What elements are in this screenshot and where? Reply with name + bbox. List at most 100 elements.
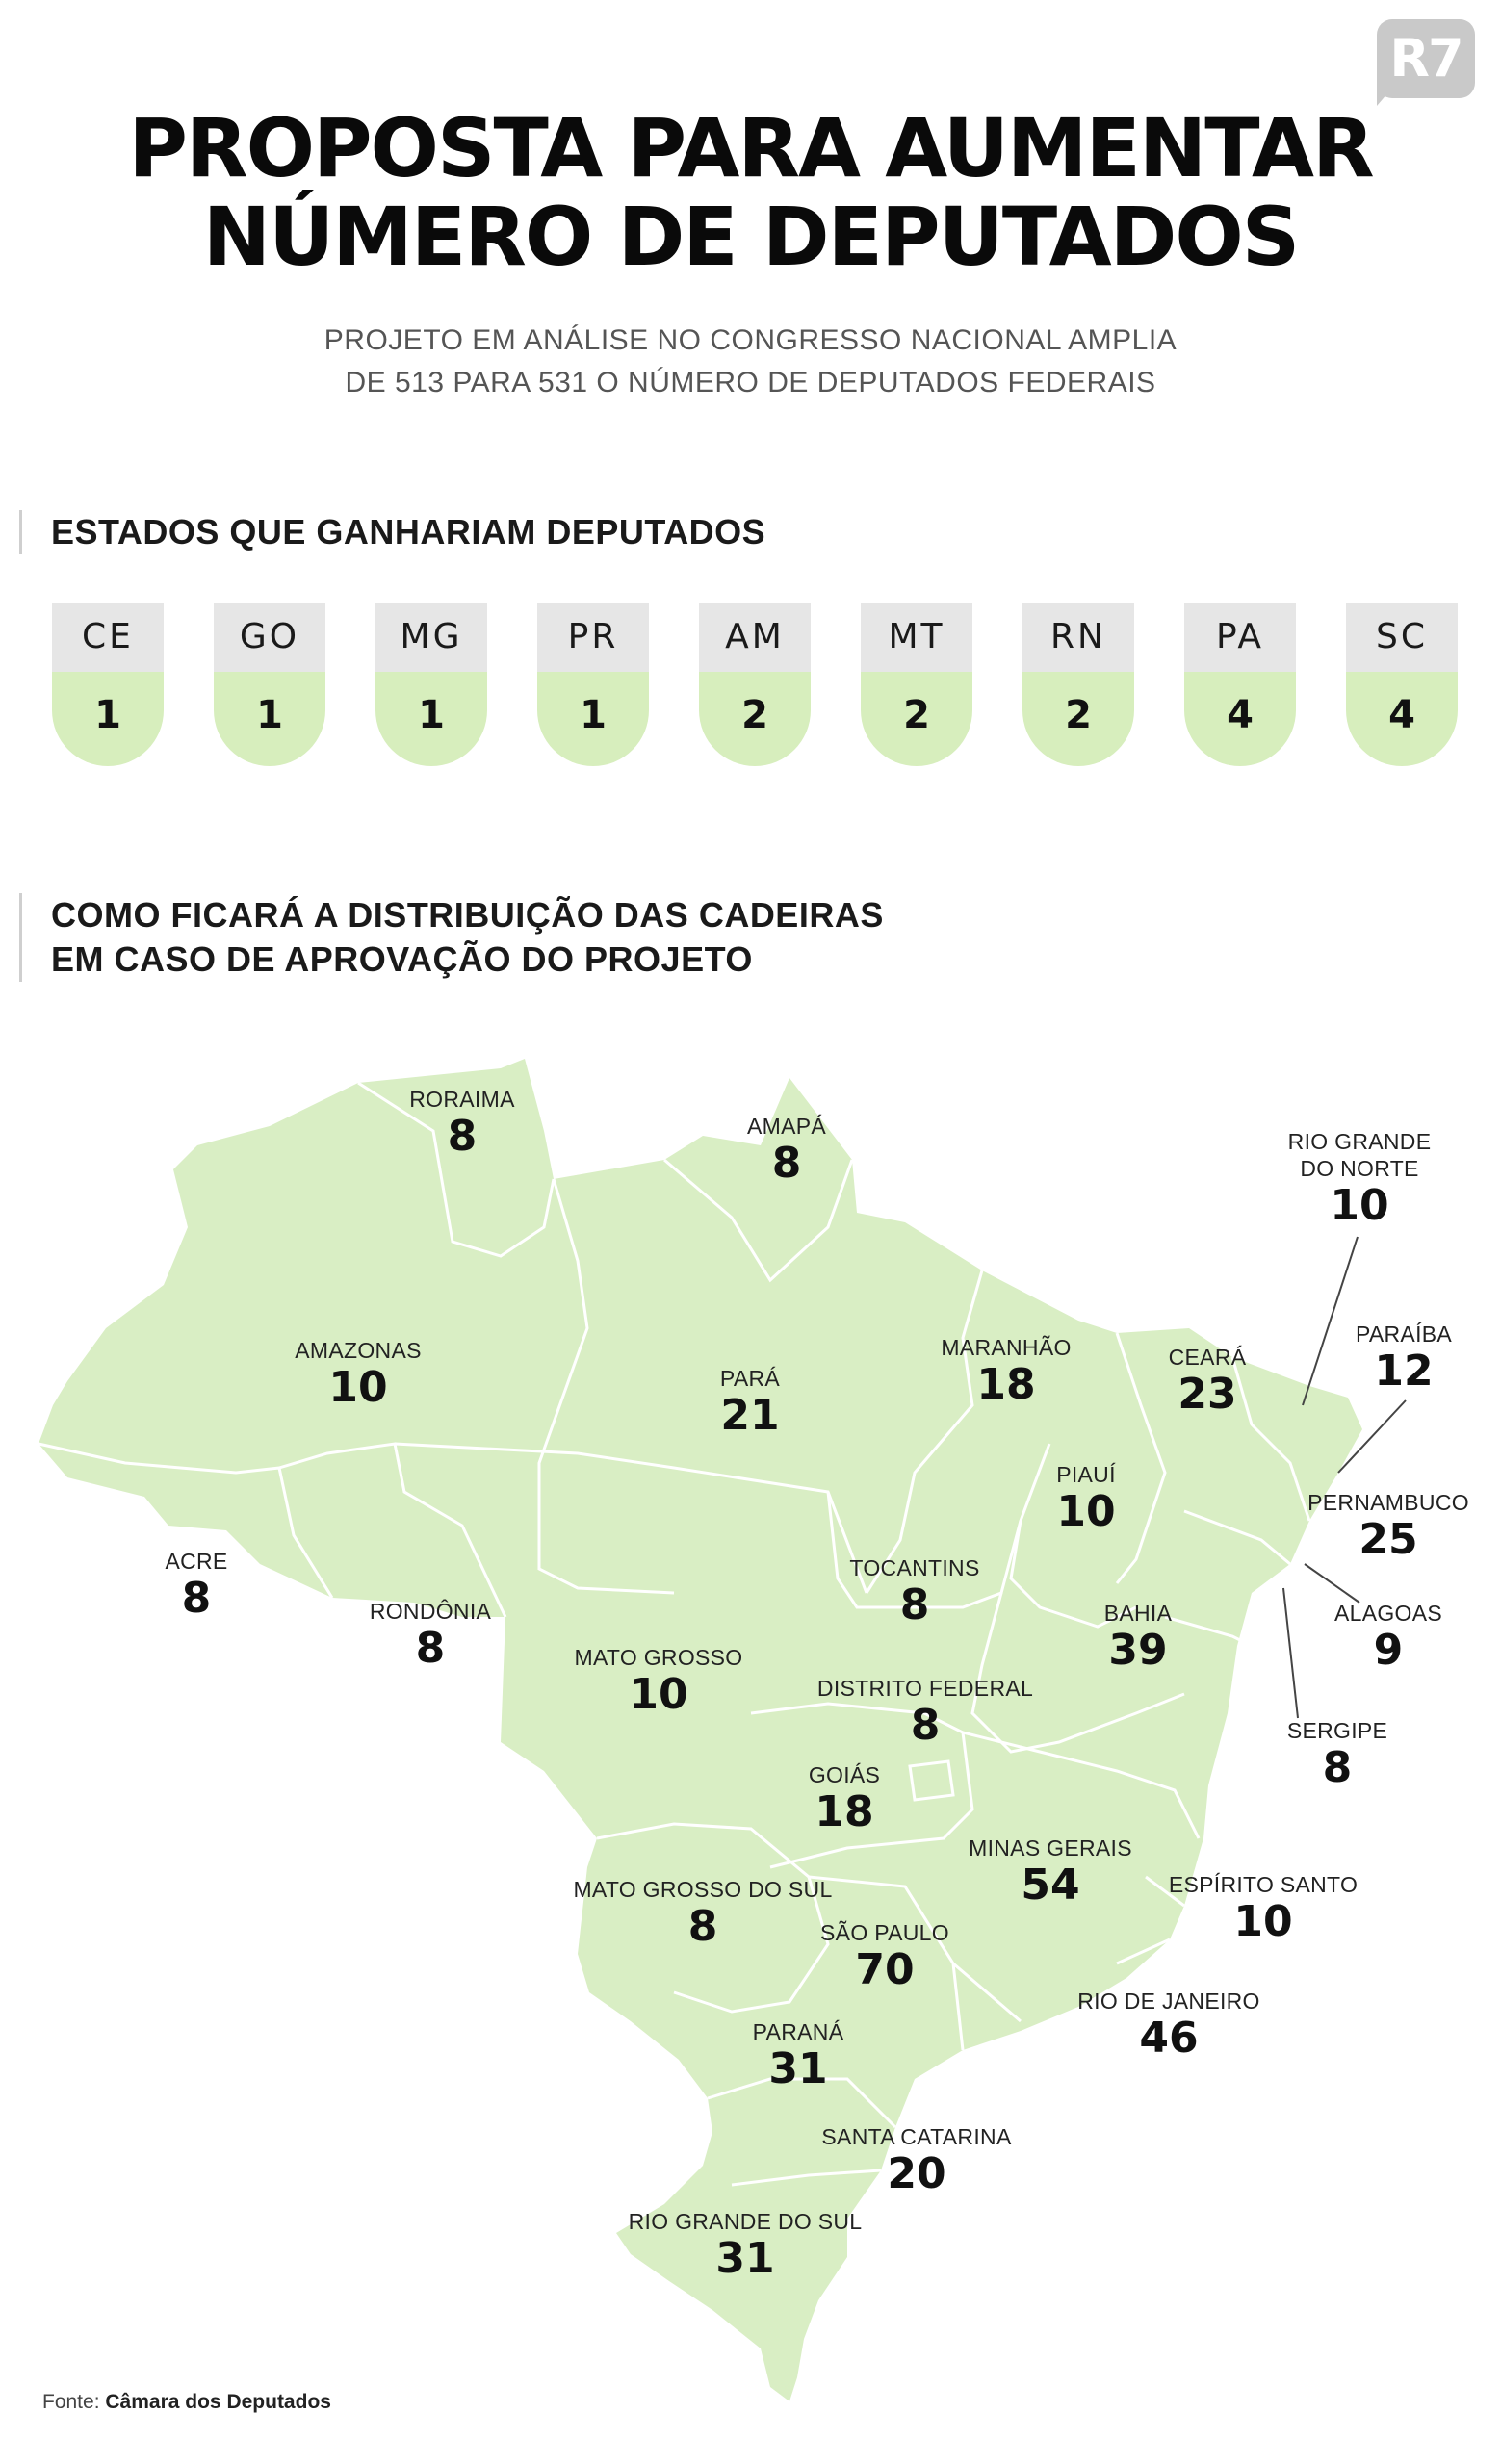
state-badge-rn: RN 2 (1022, 603, 1134, 766)
state-code: PA (1184, 603, 1296, 672)
state-badge-pa: PA 4 (1184, 603, 1296, 766)
state-label-rio-de-janeiro: RIO DE JANEIRO 46 (1077, 1988, 1260, 2063)
border-amapa (663, 1158, 854, 1283)
border-ceara-piaui (1115, 1332, 1167, 1584)
state-seats: 18 (976, 1360, 1036, 1409)
border-roraima (357, 1081, 556, 1258)
state-label-santa-catarina: SANTA CATARINA 20 (821, 2123, 1011, 2198)
gains-badge-row: CE 1 GO 1 MG 1 PR 1 AM 2 MT 2 RN 2 PA 4 SC 4 (52, 603, 1477, 766)
state-label-paraiba: PARAÍBA 12 (1356, 1321, 1452, 1396)
state-name: PARANÁ (752, 2019, 844, 2044)
state-name: SERGIPE (1286, 1718, 1388, 1743)
state-seats: 31 (715, 2234, 775, 2283)
state-badge-mg: MG 1 (375, 603, 487, 766)
state-label-goias: GOIÁS 18 (809, 1761, 880, 1836)
page-title: PROPOSTA PARA AUMENTAR NÚMERO DE DEPUTAD… (0, 104, 1501, 281)
state-seats: 25 (1359, 1515, 1418, 1564)
state-seats: 8 (771, 1139, 802, 1188)
state-label-rio-grande-do-norte: RIO GRANDE DO NORTE 10 (1288, 1128, 1432, 1230)
state-name: RORAIMA (409, 1087, 515, 1112)
state-name: DISTRITO FEDERAL (816, 1676, 1034, 1701)
state-name: PARAÍBA (1355, 1322, 1453, 1347)
state-label-espirito-santo: ESPÍRITO SANTO 10 (1169, 1871, 1358, 1946)
state-gain: 1 (537, 672, 649, 766)
border-para-maranhao (865, 1270, 984, 1594)
state-name: RONDÔNIA (369, 1599, 492, 1624)
state-label-rio-grande-do-sul: RIO GRANDE DO SUL 31 (629, 2208, 863, 2283)
state-name: SÃO PAULO (820, 1920, 949, 1945)
border-ne-small (1164, 1356, 1311, 1648)
brazil-map: RORAIMA 8 AMAPÁ 8 RIO GRANDE DO NORTE 10 AMA… (0, 1040, 1501, 2406)
state-label-sao-paulo: SÃO PAULO 70 (820, 1919, 949, 1994)
state-gain: 2 (861, 672, 972, 766)
state-name: TOCANTINS (849, 1555, 980, 1580)
state-name: MATO GROSSO DO SUL (573, 1877, 833, 1902)
state-code: MG (375, 603, 487, 672)
state-label-mato-grosso-do-sul: MATO GROSSO DO SUL 8 (573, 1876, 832, 1951)
state-seats: 8 (899, 1580, 930, 1630)
state-seats: 21 (720, 1391, 780, 1440)
state-seats: 8 (687, 1902, 718, 1951)
state-seats: 10 (1233, 1897, 1293, 1946)
border-mg-bahia (962, 1731, 1201, 1839)
state-label-bahia: BAHIA 39 (1104, 1600, 1173, 1675)
state-seats: 20 (887, 2149, 946, 2198)
border-amazonas-para (537, 1178, 675, 1595)
state-label-amazonas: AMAZONAS 10 (295, 1337, 421, 1412)
state-label-minas-gerais: MINAS GERAIS 54 (969, 1835, 1132, 1910)
state-seats: 23 (1178, 1370, 1237, 1419)
state-badge-go: GO 1 (214, 603, 325, 766)
state-seats: 9 (1373, 1626, 1404, 1675)
state-gain: 1 (375, 672, 487, 766)
state-code: AM (699, 603, 811, 672)
state-label-para: PARÁ 21 (720, 1365, 780, 1440)
border-parana (707, 2077, 897, 2129)
subtitle-line-2: DE 513 PARA 531 O NÚMERO DE DEPUTADOS FE… (345, 367, 1156, 398)
state-label-piaui: PIAUÍ 10 (1056, 1461, 1116, 1536)
page-subtitle: PROJETO EM ANÁLISE NO CONGRESSO NACIONAL… (0, 320, 1501, 404)
state-badge-ce: CE 1 (52, 603, 164, 766)
distribution-heading-line-2: EM CASO DE APROVAÇÃO DO PROJETO (51, 939, 753, 979)
state-code: RN (1022, 603, 1134, 672)
state-name: MATO GROSSO (574, 1645, 743, 1670)
state-gain: 2 (1022, 672, 1134, 766)
state-gain: 1 (214, 672, 325, 766)
state-label-amapa: AMAPÁ 8 (747, 1113, 826, 1188)
state-gain: 1 (52, 672, 164, 766)
state-seats: 8 (447, 1112, 478, 1161)
state-name: ACRE (165, 1549, 228, 1574)
state-code: CE (52, 603, 164, 672)
state-gain: 4 (1184, 672, 1296, 766)
source-note: Fonte: Câmara dos Deputados (42, 2391, 331, 2414)
state-name: RIO GRANDE DO SUL (628, 2209, 863, 2234)
title-line-2: NÚMERO DE DEPUTADOS (202, 190, 1300, 284)
subtitle-line-1: PROJETO EM ANÁLISE NO CONGRESSO NACIONAL… (323, 324, 1178, 356)
distribution-heading-line-1: COMO FICARÁ A DISTRIBUIÇÃO DAS CADEIRAS (51, 895, 884, 935)
state-name: RIO DE JANEIRO (1077, 1989, 1260, 2014)
state-label-maranhao: MARANHÃO 18 (941, 1334, 1071, 1409)
border-ms (596, 1822, 830, 2014)
state-label-rondonia: RONDÔNIA 8 (370, 1598, 491, 1673)
border-tocantins (826, 1491, 1022, 1609)
r7-logo: R7 (1377, 19, 1475, 106)
leader-alagoas (1304, 1563, 1360, 1604)
state-seats: 10 (328, 1363, 388, 1412)
state-badge-sc: SC 4 (1346, 603, 1458, 766)
state-name: SANTA CATARINA (821, 2124, 1012, 2149)
state-seats: 12 (1374, 1347, 1434, 1396)
state-label-acre: ACRE 8 (165, 1548, 227, 1623)
state-name: CEARÁ (1168, 1345, 1247, 1370)
border-rondonia-mt (278, 1442, 507, 1618)
state-label-parana: PARANÁ 31 (753, 2018, 844, 2093)
source-label: Fonte: (42, 2391, 100, 2413)
state-name: AMAZONAS (295, 1338, 422, 1363)
state-label-tocantins: TOCANTINS 8 (849, 1554, 979, 1630)
state-name: PERNAMBUCO (1307, 1490, 1469, 1515)
state-badge-am: AM 2 (699, 603, 811, 766)
distribution-heading: COMO FICARÁ A DISTRIBUIÇÃO DAS CADEIRAS … (19, 893, 884, 982)
border-sc-rs (731, 2169, 882, 2187)
leader-sergipe (1282, 1587, 1299, 1719)
border-maranhao-piaui (1009, 1443, 1137, 1629)
state-label-mato-grosso: MATO GROSSO 10 (575, 1644, 743, 1719)
border-es (1116, 1875, 1185, 1965)
